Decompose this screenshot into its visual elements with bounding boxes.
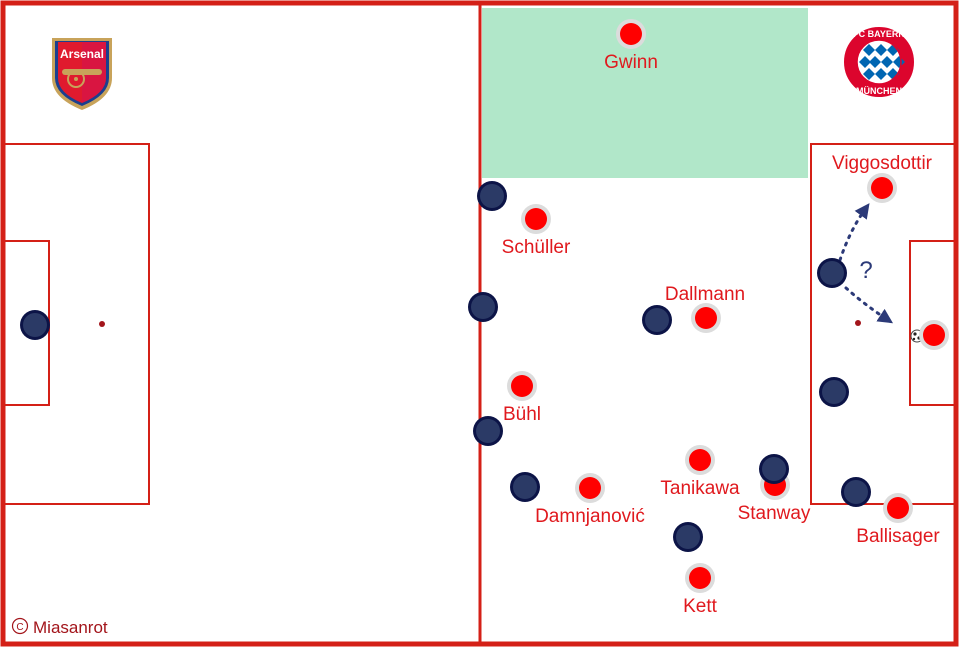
player-name-label: Gwinn (604, 52, 658, 73)
bayern-player-marker (691, 303, 721, 333)
arsenal-crest-icon: Arsenal (52, 38, 112, 110)
arsenal-crest-text: Arsenal (60, 47, 104, 61)
bayern-player-marker (507, 371, 537, 401)
arsenal-player-marker (841, 477, 871, 507)
credit-text: Miasanrot (33, 618, 108, 637)
bayern-crest-icon: FC BAYERN MÜNCHEN (842, 25, 916, 99)
pass-option-arrow-up (838, 203, 870, 262)
player-name-label: Kett (683, 596, 718, 617)
player-name-label: Damnjanović (535, 506, 645, 527)
left-penalty-spot (99, 321, 105, 327)
arsenal-player-marker (477, 181, 507, 211)
right-goal-area (909, 240, 957, 406)
player-name-label: Schüller (502, 237, 571, 258)
player-name-label: Tanikawa (660, 478, 740, 499)
player-name-label: Viggosdottir (832, 153, 933, 174)
question-mark-annotation: ? (859, 257, 872, 284)
bayern-player-marker (616, 19, 646, 49)
arsenal-player-marker (673, 522, 703, 552)
player-name-label: Ballisager (856, 526, 940, 547)
arsenal-player-marker (759, 454, 789, 484)
copyright-symbol: C (16, 622, 23, 633)
arsenal-player-marker (642, 305, 672, 335)
player-name-label: Stanway (738, 503, 811, 524)
player-name-label: Dallmann (665, 284, 745, 305)
bayern-player-marker (919, 320, 949, 350)
bayern-player-marker (867, 173, 897, 203)
bayern-crest-top-text: FC BAYERN (853, 29, 905, 39)
bayern-crest-bottom-text: MÜNCHEN (856, 86, 902, 96)
credit: C Miasanrot (11, 617, 108, 637)
arsenal-players (20, 181, 871, 552)
arsenal-player-marker (510, 472, 540, 502)
bayern-player-marker (685, 563, 715, 593)
right-penalty-spot (855, 320, 861, 326)
bayern-player-marker (883, 493, 913, 523)
pass-option-arrow-down (844, 286, 894, 324)
arsenal-player-marker (473, 416, 503, 446)
bayern-player-marker (521, 204, 551, 234)
copyright-icon (11, 617, 29, 635)
player-labels: Gwinn Schüller Dallmann Bühl Tanikawa Stanway… (502, 52, 941, 617)
arsenal-player-marker (468, 292, 498, 322)
arsenal-player-marker (819, 377, 849, 407)
player-name-label: Bühl (503, 404, 541, 425)
bayern-player-marker (685, 445, 715, 475)
bayern-player-marker (575, 473, 605, 503)
arsenal-player-marker (817, 258, 847, 288)
arsenal-player-marker (20, 310, 50, 340)
